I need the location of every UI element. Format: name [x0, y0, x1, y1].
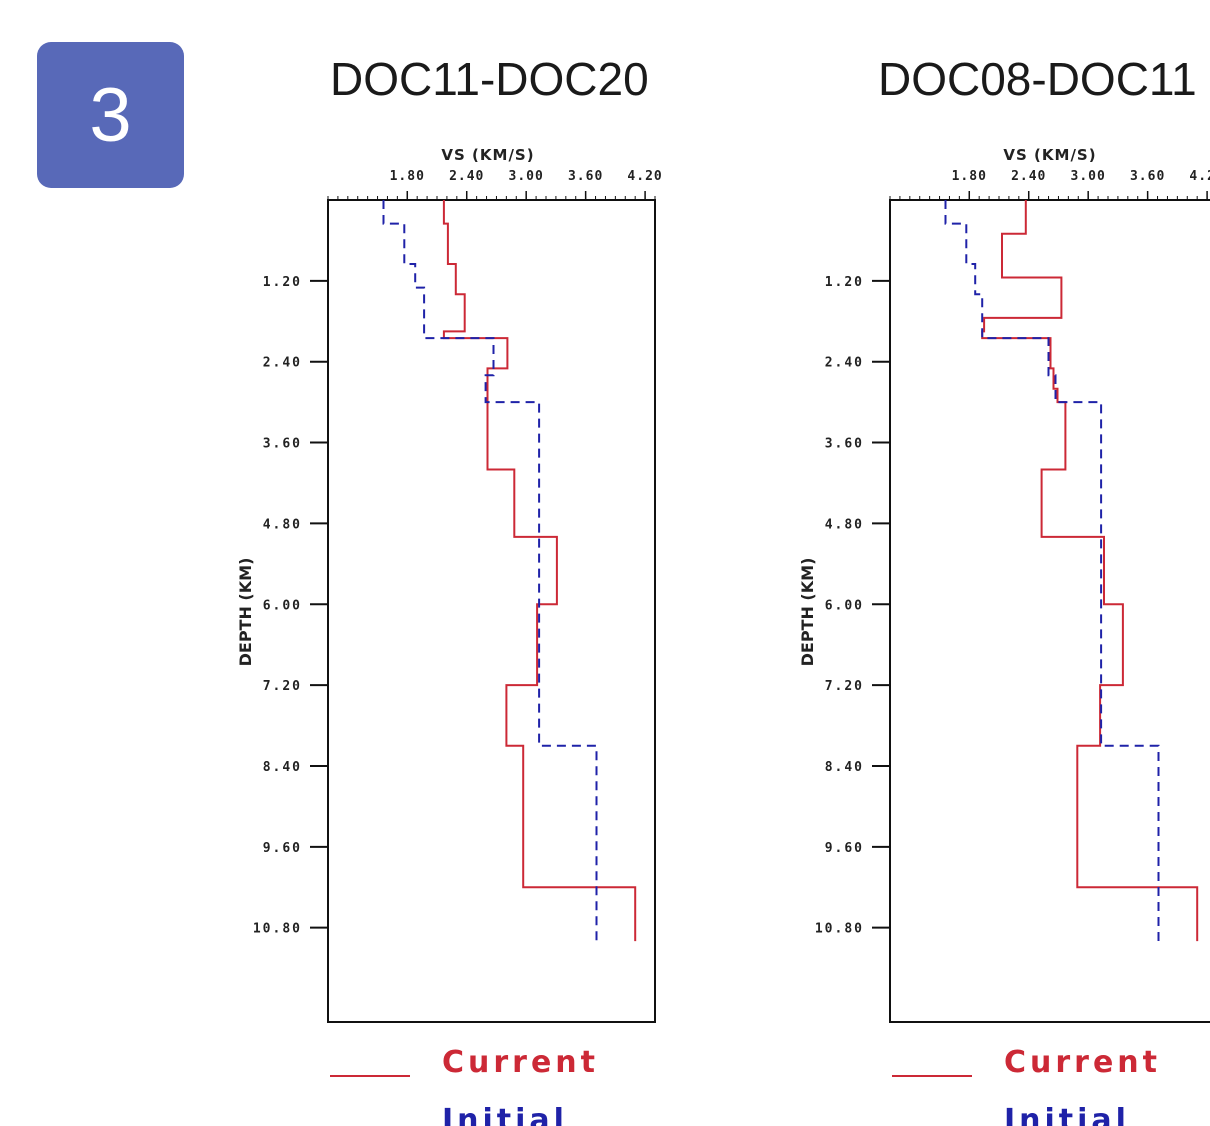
x-tick-label: 4.20: [627, 169, 662, 184]
y-tick-label: 6.00: [263, 598, 302, 613]
plot-frame: [327, 199, 656, 1023]
series-line-current: [442, 200, 637, 942]
y-tick-label: 7.20: [825, 679, 864, 694]
x-axis-label: VS (KM/S): [441, 146, 534, 164]
x-tick-label: 1.80: [390, 169, 425, 184]
y-axis-label: DEPTH (KM): [236, 558, 255, 667]
x-axis-label: VS (KM/S): [1003, 146, 1096, 164]
chart-title-doc08-doc11: DOC08-DOC11: [878, 53, 1197, 105]
plot-frame: [889, 199, 1210, 1023]
y-tick-label: 2.40: [263, 356, 302, 371]
legend-label-current: Current: [1004, 1045, 1161, 1080]
series-line-current: [981, 200, 1199, 942]
velocity-profile-chart-1: 1.80 2.40 3.00 3.60 4.20 VS (KM/S) 1.20 2.40 3.6…: [236, 146, 662, 1126]
x-tick-label: 1.80: [952, 169, 987, 184]
x-minor-ticks: [327, 196, 656, 200]
legend-label-current: Current: [442, 1045, 599, 1080]
velocity-profile-chart-2: 1.80 2.40 3.00 3.60 4.20 VS (KM/S) 1.20 2.40 3.6…: [798, 146, 1210, 1126]
chart-title-doc11-doc20: DOC11-DOC20: [330, 53, 649, 105]
y-tick-label: 3.60: [263, 437, 302, 452]
x-tick-label: 3.00: [509, 169, 544, 184]
x-tick-label: 3.00: [1071, 169, 1106, 184]
y-tick-label: 1.20: [825, 275, 864, 290]
y-tick-label: 1.20: [263, 275, 302, 290]
slide-number-badge: 3: [37, 42, 184, 188]
x-tick-label: 4.20: [1189, 169, 1210, 184]
series-line-initial: [382, 200, 598, 942]
y-tick-label: 6.00: [825, 598, 864, 613]
y-tick-label: 9.60: [263, 841, 302, 856]
y-tick-label: 3.60: [825, 437, 864, 452]
x-tick-label: 2.40: [1011, 169, 1046, 184]
y-tick-label: 10.80: [815, 922, 864, 937]
y-tick-label: 9.60: [825, 841, 864, 856]
x-tick-label: 2.40: [449, 169, 484, 184]
y-tick-label: 7.20: [263, 679, 302, 694]
y-tick-label: 2.40: [825, 356, 864, 371]
y-tick-label: 4.80: [263, 517, 302, 532]
y-tick-label: 10.80: [253, 922, 302, 937]
legend-label-initial: Initial: [1004, 1103, 1130, 1126]
legend-label-initial: Initial: [442, 1103, 568, 1126]
y-tick-label: 8.40: [263, 760, 302, 775]
y-axis-label: DEPTH (KM): [798, 558, 817, 667]
series-line-initial: [944, 200, 1160, 942]
legend: Current Initial: [892, 1045, 1161, 1126]
y-tick-label: 4.80: [825, 517, 864, 532]
y-tick-label: 8.40: [825, 760, 864, 775]
legend: Current Initial: [330, 1045, 599, 1126]
x-tick-label: 3.60: [568, 169, 603, 184]
x-tick-label: 3.60: [1130, 169, 1165, 184]
